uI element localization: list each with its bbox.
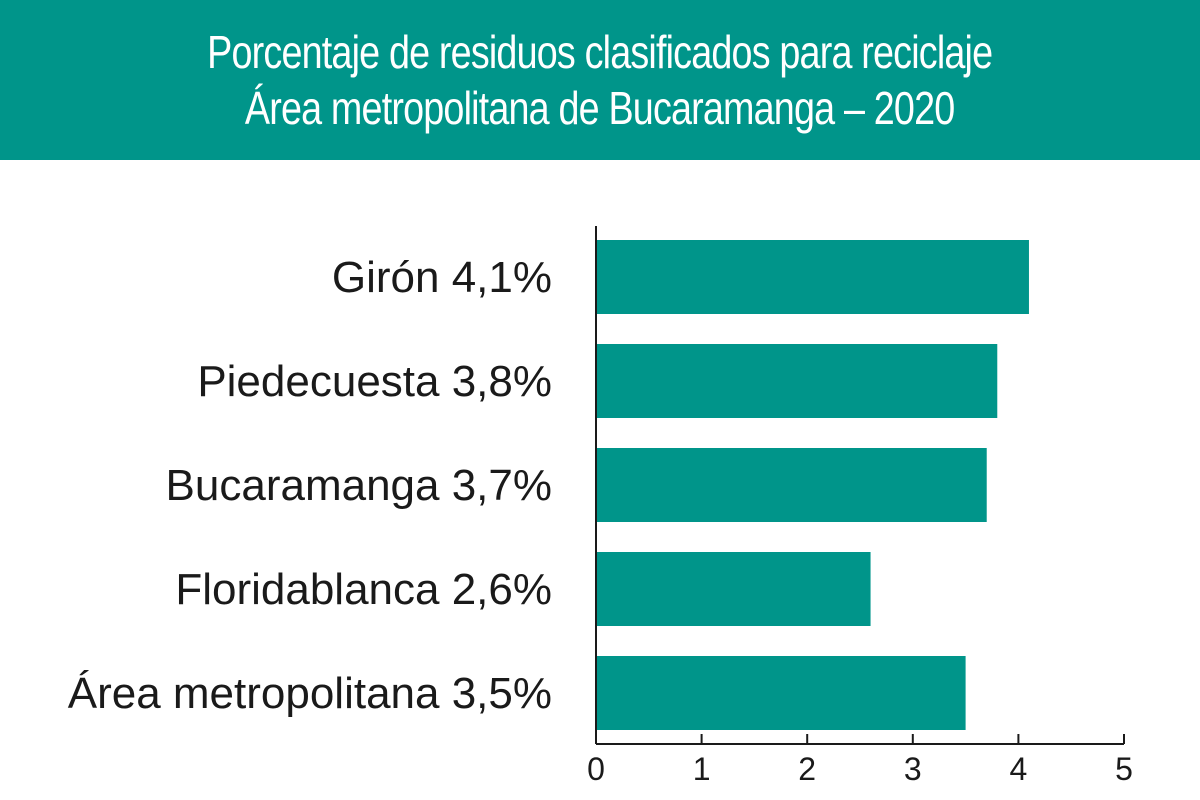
category-label: Girón 4,1% [332, 253, 552, 302]
bar [596, 552, 871, 626]
title-banner: Porcentaje de residuos clasificados para… [0, 0, 1200, 160]
chart-title: Porcentaje de residuos clasificados para… [207, 26, 993, 78]
bar [596, 240, 1029, 314]
x-tick-label: 0 [587, 751, 605, 787]
x-tick-label: 1 [693, 751, 711, 787]
category-label: Floridablanca 2,6% [175, 565, 552, 614]
x-tick-label: 2 [798, 751, 816, 787]
bar [596, 656, 966, 730]
x-tick-label: 3 [904, 751, 922, 787]
x-tick-label: 4 [1010, 751, 1028, 787]
bar-chart: Girón 4,1% Piedecuesta 3,8% Bucaramanga 3,… [68, 226, 1133, 787]
category-label: Piedecuesta 3,8% [197, 357, 552, 406]
x-tick-label: 5 [1115, 751, 1133, 787]
bar [596, 448, 987, 522]
category-label: Área metropolitana 3,5% [68, 669, 552, 718]
chart-subtitle: Área metropolitana de Bucaramanga – 2020 [245, 82, 955, 134]
category-label: Bucaramanga 3,7% [166, 461, 552, 510]
bar [596, 344, 998, 418]
